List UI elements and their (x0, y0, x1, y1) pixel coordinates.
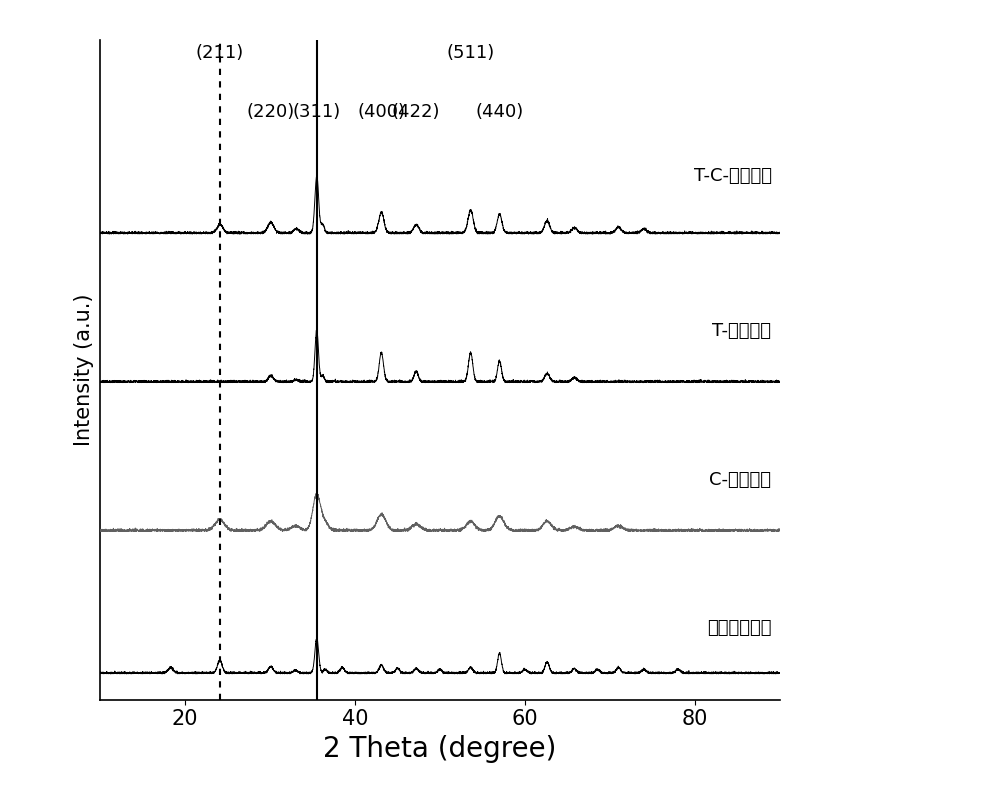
Text: (422): (422) (392, 103, 440, 121)
Text: 空白纳米颗粒: 空白纳米颗粒 (707, 619, 772, 638)
Text: (211): (211) (196, 45, 244, 62)
Text: (511): (511) (446, 45, 495, 62)
Text: (440): (440) (475, 103, 524, 121)
Text: T-纳米颗粒: T-纳米颗粒 (712, 322, 772, 339)
Text: (220): (220) (247, 103, 295, 121)
Text: (400): (400) (357, 103, 405, 121)
Text: C-纳米颗粒: C-纳米颗粒 (710, 471, 772, 489)
Text: T-C-纳米颗粒: T-C-纳米颗粒 (694, 167, 772, 184)
X-axis label: 2 Theta (degree): 2 Theta (degree) (323, 735, 557, 763)
Y-axis label: Intensity (a.u.): Intensity (a.u.) (74, 293, 94, 446)
Text: (311): (311) (293, 103, 341, 121)
